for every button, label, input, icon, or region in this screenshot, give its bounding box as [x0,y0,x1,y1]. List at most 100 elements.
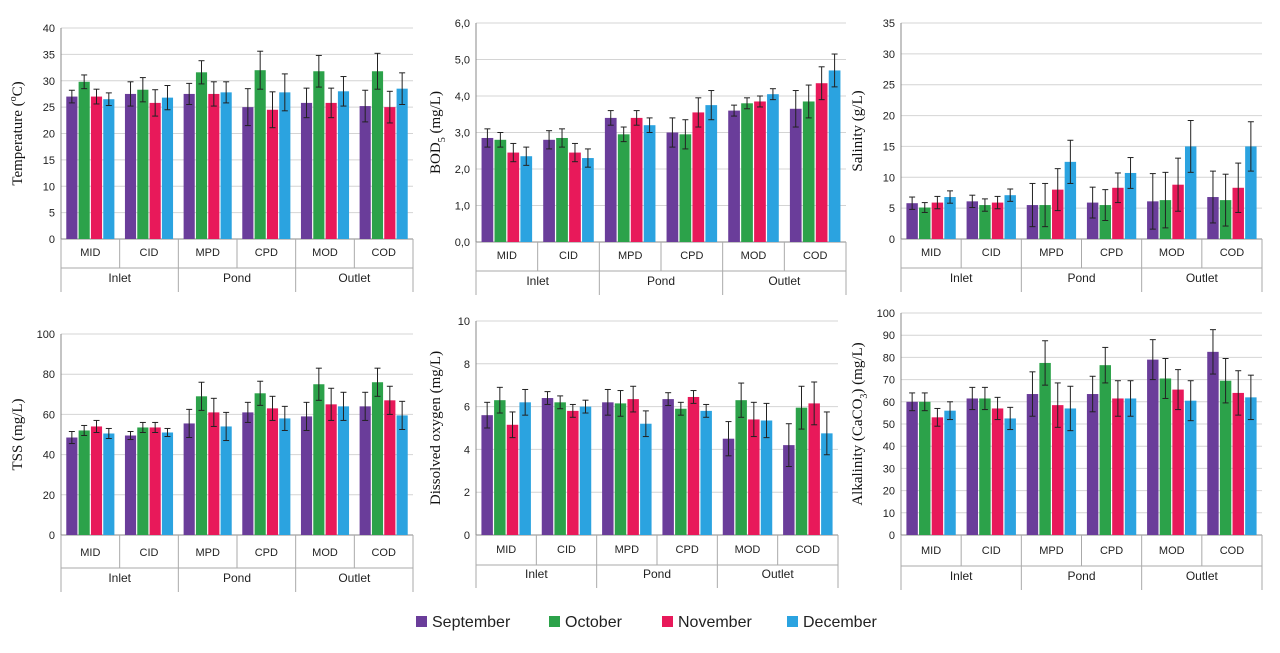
bar [1026,394,1039,535]
y-tick-label: 15 [43,155,55,167]
y-axis-label: Temperature (oC) [8,81,26,185]
category-label: CID [557,544,576,556]
category-label: COD [1220,545,1245,557]
legend-swatch [416,616,427,627]
bar [966,201,979,239]
bar [481,415,493,535]
bar [554,402,566,535]
bar [679,134,692,242]
bar [519,402,531,535]
bar [520,156,533,242]
y-tick-label: 20 [43,490,55,502]
y-tick-label: 0 [889,234,895,246]
category-label: MPD [1039,545,1064,557]
bar [195,396,208,535]
bar [541,398,554,535]
y-tick-label: 30 [43,76,55,88]
bar [979,205,991,239]
bar [384,107,396,239]
y-tick-label: 30 [883,49,895,61]
bar [700,410,712,535]
y-tick-label: 5 [889,203,895,215]
y-tick-label: 10 [883,508,895,520]
bar [359,406,371,535]
group-label: Outlet [338,571,371,585]
chart-panel-4: 0 20 40 60 80 100 MID CID MPD CPD MOD COD Inlet Pond O… [10,329,414,592]
group-label: Inlet [525,567,548,581]
bar [991,408,1004,535]
y-tick-label: 6,0 [455,18,470,30]
bar [494,139,507,242]
category-label: MOD [1159,247,1185,259]
bar [705,105,718,242]
category-label: CPD [676,544,699,556]
bar [124,435,137,535]
bar [821,433,833,535]
bar [137,427,149,535]
bar [1086,202,1099,239]
group-label: Outlet [1186,271,1219,285]
bar [325,404,337,535]
bar [919,401,931,535]
category-label: MID [496,544,516,556]
y-tick-label: 60 [883,397,895,409]
bar [1184,146,1197,239]
group-label: Inlet [108,571,131,585]
category-label: MOD [1159,545,1185,557]
chart-panel-3: 0 5 10 15 20 25 30 35 MID CID MPD CPD MOD COD Inlet Pon… [850,18,1263,292]
bar [1172,389,1184,535]
bar [1207,351,1219,535]
bar [1052,189,1064,239]
bar [643,125,656,242]
bar [124,93,137,239]
category-label: MOD [312,547,338,559]
group-label: Inlet [108,271,131,285]
group-label: Inlet [950,569,973,583]
bar [90,426,103,535]
category-label: CID [982,545,1001,557]
bar [371,71,384,239]
group-label: Pond [643,567,671,581]
bar [1245,397,1257,535]
y-tick-label: 4 [464,444,470,456]
bar [1184,400,1197,535]
bar [1124,172,1137,239]
bar [1232,187,1244,239]
chart-panel-1: 0 5 10 15 20 25 30 35 40 MID CID MPD CPD MOD COD Inlet P… [8,23,414,292]
category-label: MPD [615,544,640,556]
bar [208,93,220,239]
bar [1159,378,1172,535]
category-label: COD [803,250,828,262]
bar [1172,184,1184,239]
category-label: MOD [312,247,338,259]
bar [103,99,115,240]
bar [1064,161,1077,239]
category-label: MPD [1039,247,1064,259]
bar [966,398,979,535]
y-tick-label: 2 [464,487,470,499]
group-label: Pond [223,571,251,585]
category-label: COD [1220,247,1245,259]
bar [220,92,232,239]
bar [507,152,520,242]
bar [103,433,115,535]
bar [279,418,291,535]
chart-panel-6: 0 10 20 30 40 50 60 70 80 90 100 MID CID MPD CPD MOD COD… [850,308,1263,590]
category-label: COD [371,247,396,259]
y-tick-label: 50 [883,419,895,431]
y-tick-label: 90 [883,330,895,342]
bar [1124,398,1137,535]
y-tick-label: 5 [49,208,55,220]
y-tick-label: 10 [883,172,895,184]
bar [300,416,313,535]
category-label: MOD [735,544,761,556]
bar [337,406,350,535]
bar [195,72,208,239]
y-axis-label: BOD5 (mg/L) [428,91,448,174]
category-label: MID [80,247,100,259]
bar [1099,365,1111,535]
bar [1039,362,1051,535]
bar [78,430,90,535]
bar [254,393,266,535]
category-label: COD [371,547,396,559]
